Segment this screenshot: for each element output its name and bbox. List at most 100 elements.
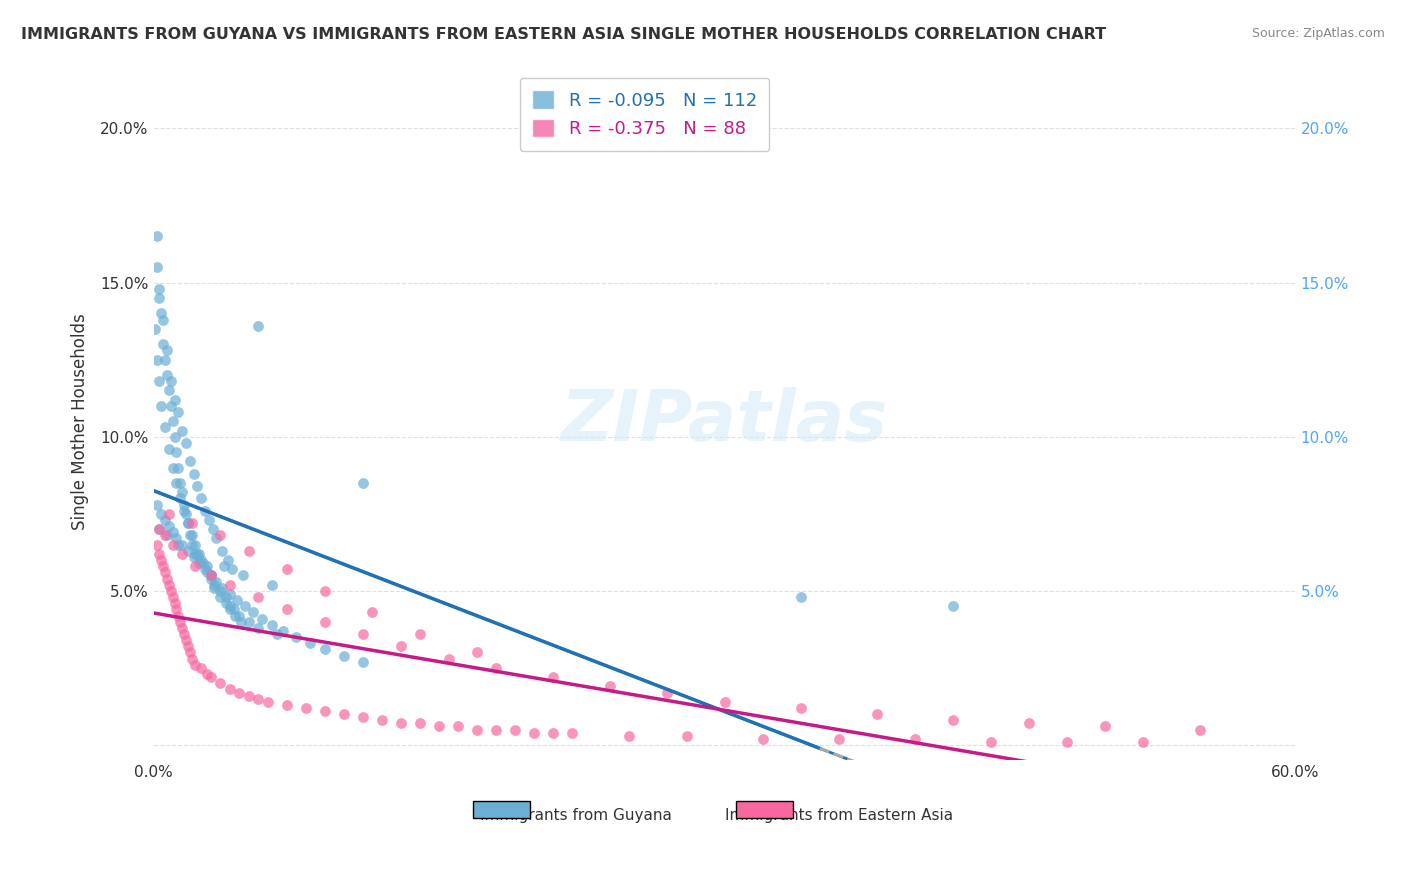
Point <box>250 611 273 625</box>
Point <box>177 640 200 654</box>
Point <box>163 430 186 444</box>
Point <box>361 606 384 620</box>
Point <box>177 543 200 558</box>
Point <box>276 562 298 576</box>
Point <box>209 590 232 604</box>
Point <box>165 445 187 459</box>
Point <box>211 581 233 595</box>
Point <box>183 467 205 481</box>
Point <box>156 368 179 382</box>
Point <box>172 485 194 500</box>
Point <box>157 384 180 398</box>
Point <box>226 593 249 607</box>
Point <box>224 608 246 623</box>
Point <box>561 725 583 739</box>
Point <box>314 642 336 657</box>
Point <box>174 633 197 648</box>
Point <box>232 568 254 582</box>
Point <box>314 583 336 598</box>
Point <box>152 312 174 326</box>
Point <box>221 562 243 576</box>
Point <box>184 538 207 552</box>
Point <box>153 513 176 527</box>
Point <box>157 507 180 521</box>
Point <box>523 725 546 739</box>
Point <box>188 547 211 561</box>
Point <box>177 516 200 530</box>
Point <box>790 590 813 604</box>
Point <box>200 568 222 582</box>
Point <box>314 615 336 629</box>
Text: IMMIGRANTS FROM GUYANA VS IMMIGRANTS FROM EASTERN ASIA SINGLE MOTHER HOUSEHOLDS : IMMIGRANTS FROM GUYANA VS IMMIGRANTS FRO… <box>21 27 1107 42</box>
Point <box>828 731 851 746</box>
Point <box>162 590 184 604</box>
Point <box>212 559 235 574</box>
Point <box>675 729 697 743</box>
Point <box>427 719 450 733</box>
Point <box>218 577 240 591</box>
Point <box>285 630 308 644</box>
Point <box>485 723 508 737</box>
Point <box>942 599 965 614</box>
Point <box>231 615 253 629</box>
Point <box>150 553 173 567</box>
Point <box>153 420 176 434</box>
Point <box>1056 735 1078 749</box>
Point <box>153 566 176 580</box>
Point <box>167 460 190 475</box>
Point <box>543 670 565 684</box>
Point <box>195 559 218 574</box>
Point <box>180 516 202 530</box>
Point <box>266 627 288 641</box>
FancyBboxPatch shape <box>735 801 793 818</box>
Point <box>222 602 245 616</box>
Point <box>146 498 169 512</box>
Point <box>148 374 170 388</box>
Point <box>751 731 773 746</box>
Point <box>352 475 374 490</box>
Point <box>157 577 180 591</box>
Point <box>228 608 250 623</box>
Text: ZIPatlas: ZIPatlas <box>561 387 889 456</box>
Point <box>465 723 488 737</box>
Point <box>295 701 318 715</box>
Point <box>169 615 191 629</box>
Point <box>179 454 201 468</box>
Point <box>148 547 170 561</box>
Point <box>159 583 181 598</box>
Point <box>146 229 169 244</box>
Point <box>352 655 374 669</box>
Point <box>156 572 179 586</box>
Point <box>201 522 224 536</box>
Point <box>186 479 208 493</box>
Point <box>162 460 184 475</box>
Point <box>177 516 200 530</box>
Text: Source: ZipAtlas.com: Source: ZipAtlas.com <box>1251 27 1385 40</box>
Point <box>157 519 180 533</box>
Point <box>713 695 735 709</box>
Point <box>260 617 283 632</box>
Point <box>186 547 208 561</box>
Point <box>180 651 202 665</box>
Point <box>209 528 232 542</box>
Point <box>172 424 194 438</box>
Point <box>180 528 202 542</box>
Point <box>247 621 270 635</box>
Point <box>150 399 173 413</box>
Point <box>276 602 298 616</box>
Point <box>1018 716 1040 731</box>
Point <box>183 549 205 564</box>
Text: Immigrants from Eastern Asia: Immigrants from Eastern Asia <box>724 808 953 823</box>
FancyBboxPatch shape <box>474 801 530 818</box>
Point <box>184 657 207 672</box>
Point <box>209 676 232 690</box>
Point <box>238 543 260 558</box>
Point <box>619 729 641 743</box>
Point <box>165 602 187 616</box>
Point <box>146 352 169 367</box>
Y-axis label: Single Mother Households: Single Mother Households <box>72 313 89 530</box>
Point <box>238 615 260 629</box>
Point <box>200 568 222 582</box>
Point <box>409 627 432 641</box>
Point <box>205 532 228 546</box>
